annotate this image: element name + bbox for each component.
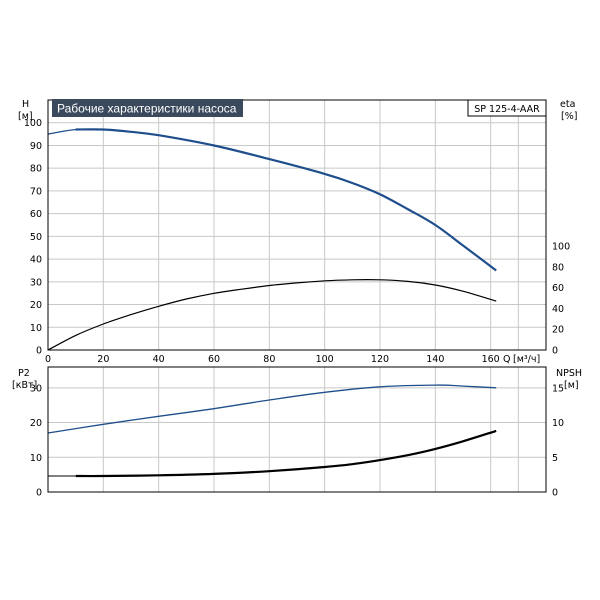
lower-plot-series	[47, 384, 497, 478]
q-axis-unit: [м³/ч]	[513, 354, 540, 365]
h-tick-label: 70	[30, 186, 42, 197]
x-tick-label: 140	[426, 354, 444, 365]
p2-tick-label: 30	[30, 383, 42, 394]
x-tick-label: 40	[153, 354, 165, 365]
q-axis-label: Q	[503, 354, 510, 365]
npsh-tick-label: 10	[552, 418, 564, 429]
npsh-curve	[75, 429, 497, 478]
x-axis-ticks: 0 20 40 60 80 100 120 140 160	[45, 354, 500, 365]
h-tick-label: 20	[30, 300, 42, 311]
x-tick-label: 0	[45, 354, 51, 365]
power-curve	[47, 384, 497, 434]
lower-plot-frame	[47, 366, 547, 493]
h-tick-label: 80	[30, 164, 42, 175]
upper-plot-series	[47, 128, 497, 351]
npsh-tick-label: 5	[552, 453, 558, 464]
npsh-tick-label: 15	[552, 383, 564, 394]
upper-right-ticks: 0 20 40 60 80 100	[552, 242, 570, 357]
x-tick-label: 20	[97, 354, 109, 365]
head-curve	[75, 128, 497, 272]
p2-axis-unit: [кВт]	[12, 380, 37, 391]
eta-tick-label: 20	[552, 325, 564, 336]
efficiency-curve	[47, 279, 497, 351]
x-tick-label: 120	[371, 354, 389, 365]
x-tick-label: 160	[482, 354, 500, 365]
p2-tick-label: 0	[36, 488, 42, 499]
p2-axis-label: P2	[18, 368, 30, 379]
npsh-axis-unit: [м]	[564, 380, 579, 391]
eta-axis-label: eta	[560, 99, 575, 110]
npsh-axis-label: NPSH	[556, 368, 582, 379]
model-label-box	[467, 99, 547, 117]
x-tick-label: 100	[316, 354, 334, 365]
h-tick-label: 30	[30, 277, 42, 288]
eta-tick-label: 60	[552, 283, 564, 294]
x-tick-label: 80	[263, 354, 275, 365]
h-axis-unit: [м]	[18, 111, 33, 122]
lower-left-ticks: 0 10 20 30	[30, 383, 42, 498]
x-tick-label: 60	[208, 354, 220, 365]
upper-plot-frame	[47, 99, 547, 351]
h-tick-label: 10	[30, 323, 42, 334]
h-tick-label: 90	[30, 141, 42, 152]
upper-left-ticks: 0 10 20 30 40 50 60 70 80 90 100	[24, 118, 42, 356]
eta-tick-label: 80	[552, 262, 564, 273]
chart-title: Рабочие характеристики насоса	[57, 102, 237, 116]
p2-tick-label: 10	[30, 453, 42, 464]
h-tick-label: 60	[30, 209, 42, 220]
h-tick-label: 50	[30, 232, 42, 243]
chart-title-background	[52, 99, 243, 117]
h-tick-label: 40	[30, 255, 42, 266]
npsh-tick-label: 0	[552, 488, 558, 499]
h-axis-label: H	[22, 99, 29, 110]
eta-tick-label: 40	[552, 304, 564, 315]
eta-tick-label: 100	[552, 242, 570, 253]
p2-tick-label: 20	[30, 418, 42, 429]
eta-axis-unit: [%]	[561, 111, 577, 122]
h-tick-label: 0	[36, 346, 42, 357]
h-tick-label: 100	[24, 118, 42, 129]
model-label: SP 125-4-AAR	[474, 104, 540, 115]
eta-tick-label: 0	[552, 346, 558, 357]
lower-right-ticks: 0 5 10 15	[552, 383, 564, 498]
